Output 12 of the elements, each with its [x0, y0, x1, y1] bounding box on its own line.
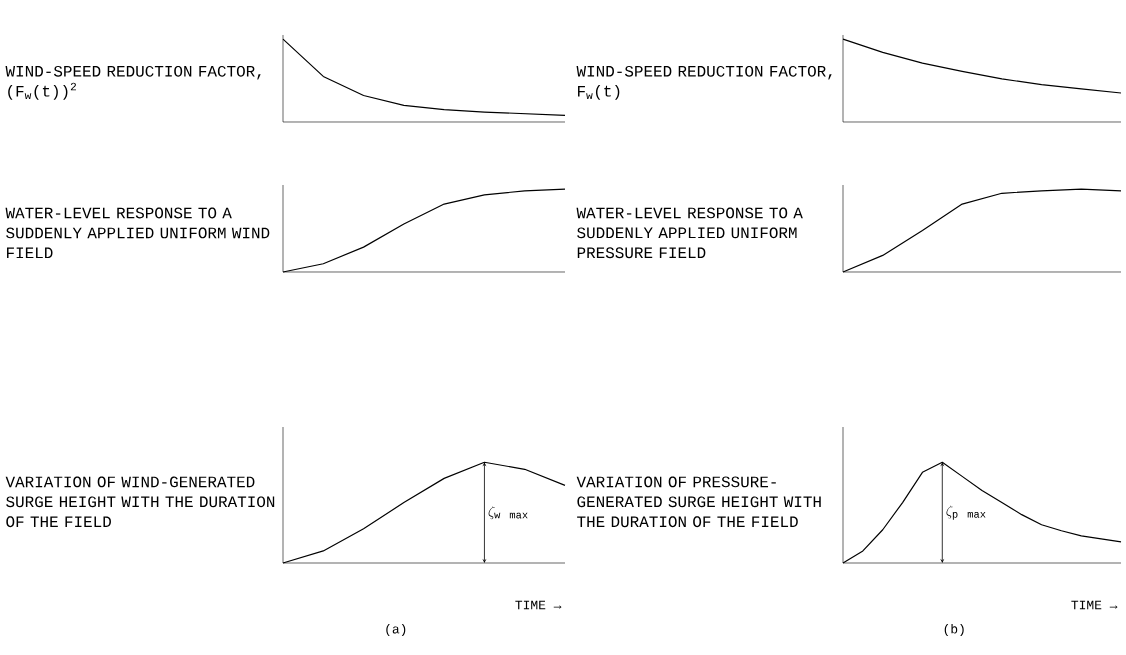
- x-axis-title: TIME →: [515, 600, 562, 610]
- text: (b): [944, 623, 964, 637]
- y-axis-title: WIND-SPEED REDUCTION FACTOR, (F$_{w}$(t))$^{2}$: [5, 65, 261, 100]
- text: (a): [386, 623, 406, 637]
- y-axis-title: VARIATION OF PRESSURE-GENERATED SURGE HEIGHT WITH THE DURATION OF THE FIELD: [576, 476, 821, 528]
- y-axis-title: WATER-LEVEL RESPONSE TO A SUDDENLY APPLIED UNIFORM WIND FIELD: [5, 207, 270, 259]
- y-axis-title: WATER-LEVEL RESPONSE TO A SUDDENLY APPLIED UNIFORM PRESSURE FIELD: [576, 207, 803, 259]
- y-axis-title: WIND-SPEED REDUCTION FACTOR, F$_{w}$(t): [576, 65, 832, 100]
- y-axis-title: VARIATION OF WIND-GENERATED SURGE HEIGHT WITH THE DURATION OF THE FIELD: [5, 476, 275, 528]
- annotation: $\zeta_{\mathrm{w\ max}}$: [488, 506, 528, 520]
- annotation: $\zeta_{\mathrm{p\ max}}$: [946, 505, 986, 520]
- x-axis-title: TIME →: [1071, 600, 1118, 610]
